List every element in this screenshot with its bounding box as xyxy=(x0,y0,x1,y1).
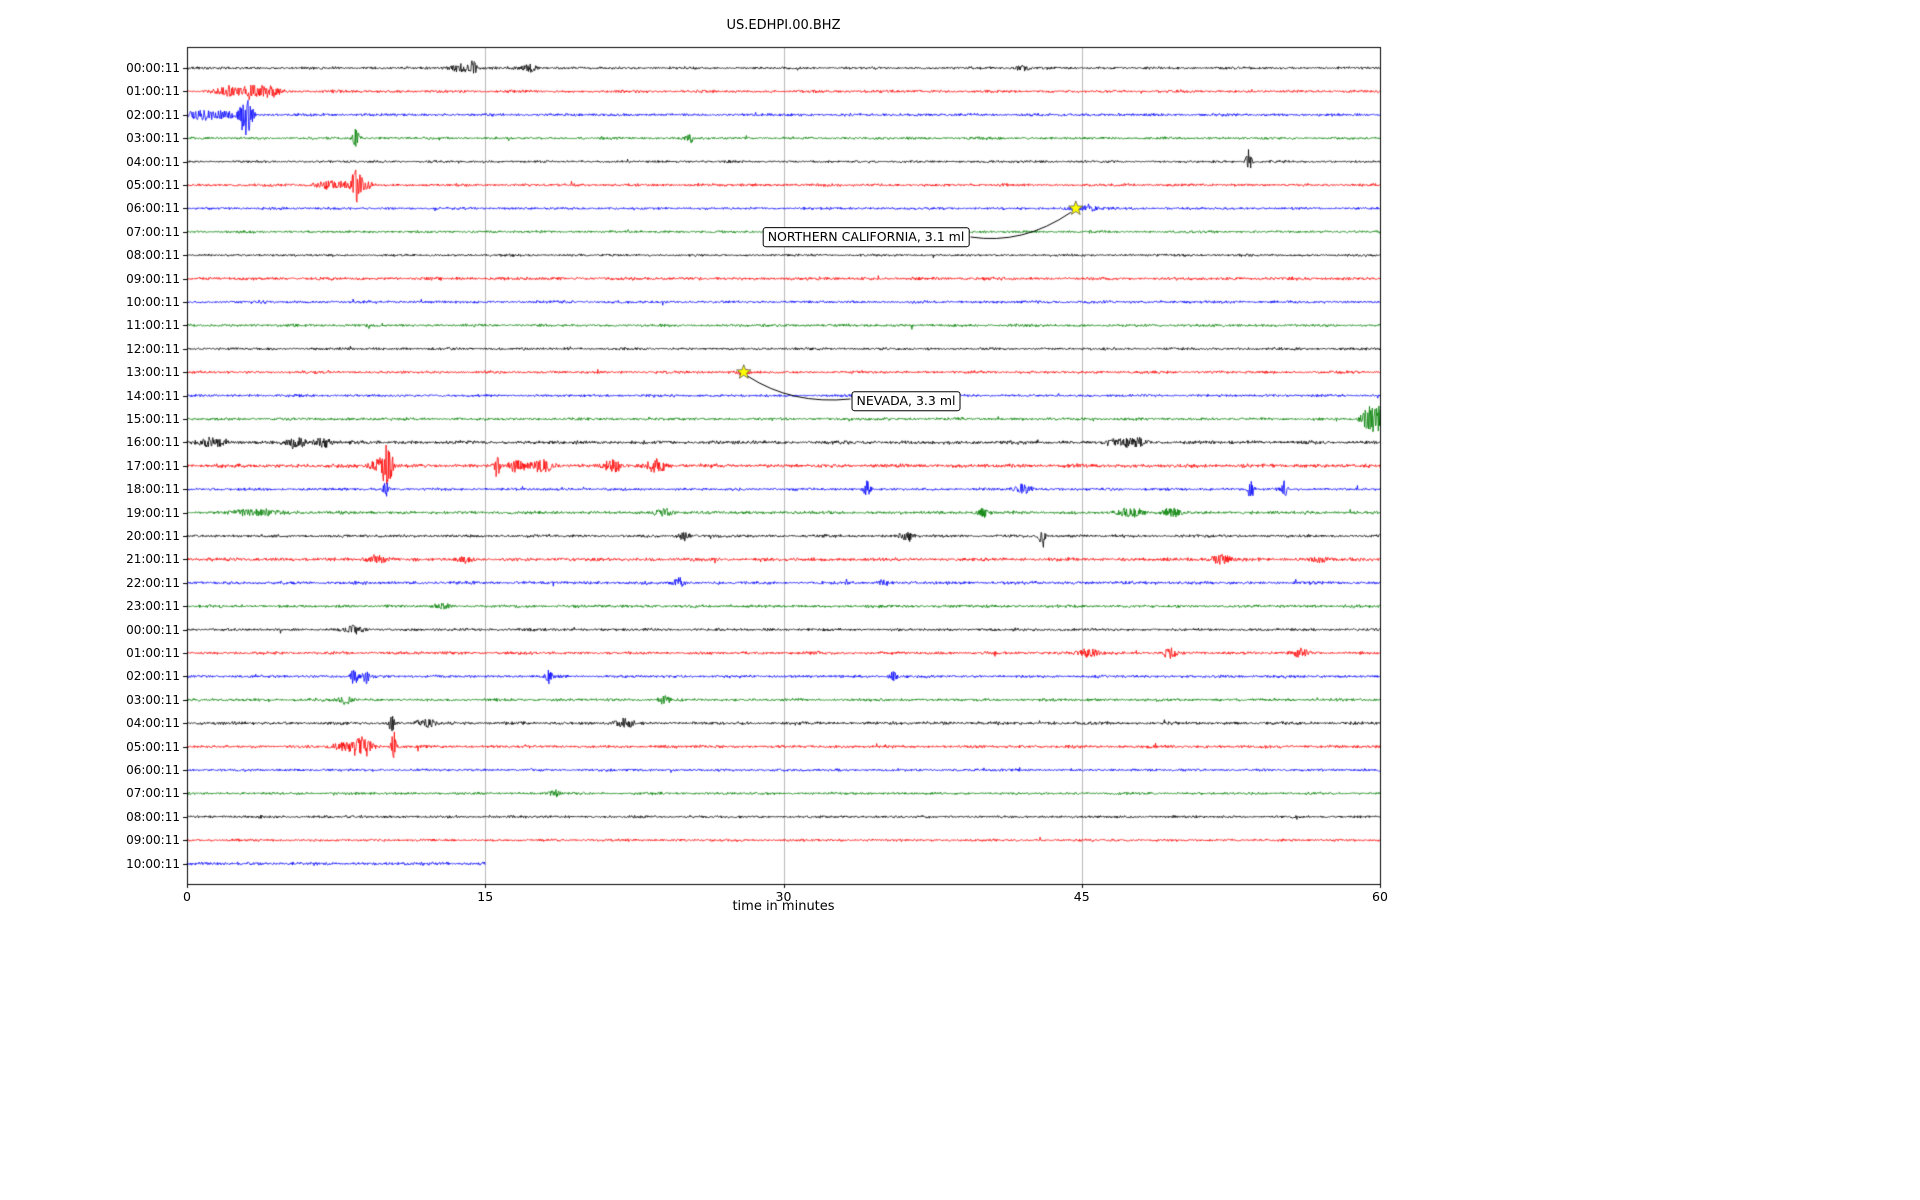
trace-time-label: 07:00:11 xyxy=(126,224,180,239)
trace-time-label: 10:00:11 xyxy=(126,295,180,309)
trace-time-label: 03:00:11 xyxy=(126,131,180,146)
trace-time-label: 05:00:11 xyxy=(126,178,180,192)
trace-time-label: 19:00:11 xyxy=(126,505,180,520)
trace-time-label: 07:00:11 xyxy=(126,786,180,801)
trace-time-label: 22:00:11 xyxy=(126,575,180,590)
trace-time-label: 14:00:11 xyxy=(126,388,180,403)
trace-time-label: 06:00:11 xyxy=(126,201,180,216)
trace-time-label: 13:00:11 xyxy=(126,365,180,380)
trace-time-label: 15:00:11 xyxy=(126,412,180,426)
x-tick-label: 0 xyxy=(183,889,191,904)
trace-time-label: 02:00:11 xyxy=(126,669,180,684)
trace-time-label: 16:00:11 xyxy=(126,435,180,450)
trace-time-label: 21:00:11 xyxy=(126,552,180,567)
x-tick-label: 30 xyxy=(775,889,792,904)
trace-time-label: 00:00:11 xyxy=(126,61,180,75)
trace-time-label: 11:00:11 xyxy=(126,318,180,333)
x-axis-label: time in minutes xyxy=(732,899,835,914)
trace-time-label: 01:00:11 xyxy=(126,84,180,99)
trace-time-label: 01:00:11 xyxy=(126,646,180,660)
trace-time-label: 03:00:11 xyxy=(126,692,180,707)
trace-time-label: 04:00:11 xyxy=(126,716,180,731)
trace-time-label: 18:00:11 xyxy=(126,482,180,497)
trace-time-label: 17:00:11 xyxy=(126,458,180,473)
trace-time-label: 05:00:11 xyxy=(126,739,180,754)
x-tick-label: 60 xyxy=(1372,889,1388,904)
x-tick-label: 45 xyxy=(1073,889,1090,904)
trace-time-label: 09:00:11 xyxy=(126,271,180,286)
trace-time-label: 06:00:11 xyxy=(126,763,180,777)
trace-time-label: 10:00:11 xyxy=(126,856,180,871)
event-annotation-nevada: NEVADA, 3.3 ml xyxy=(851,391,961,411)
x-tick-label: 15 xyxy=(477,889,494,904)
event-annotation-northern-california: NORTHERN CALIFORNIA, 3.1 ml xyxy=(762,227,970,247)
trace-time-label: 09:00:11 xyxy=(126,833,180,848)
trace-time-label: 23:00:11 xyxy=(126,599,180,614)
trace-time-label: 02:00:11 xyxy=(126,107,180,122)
trace-time-label: 04:00:11 xyxy=(126,154,180,169)
trace-time-label: 00:00:11 xyxy=(126,622,180,637)
trace-time-label: 12:00:11 xyxy=(126,341,180,356)
chart-title: US.EDHPI.00.BHZ xyxy=(726,18,841,33)
trace-time-label: 08:00:11 xyxy=(126,248,180,263)
trace-time-label: 20:00:11 xyxy=(126,529,180,543)
trace-time-label: 08:00:11 xyxy=(126,809,180,824)
